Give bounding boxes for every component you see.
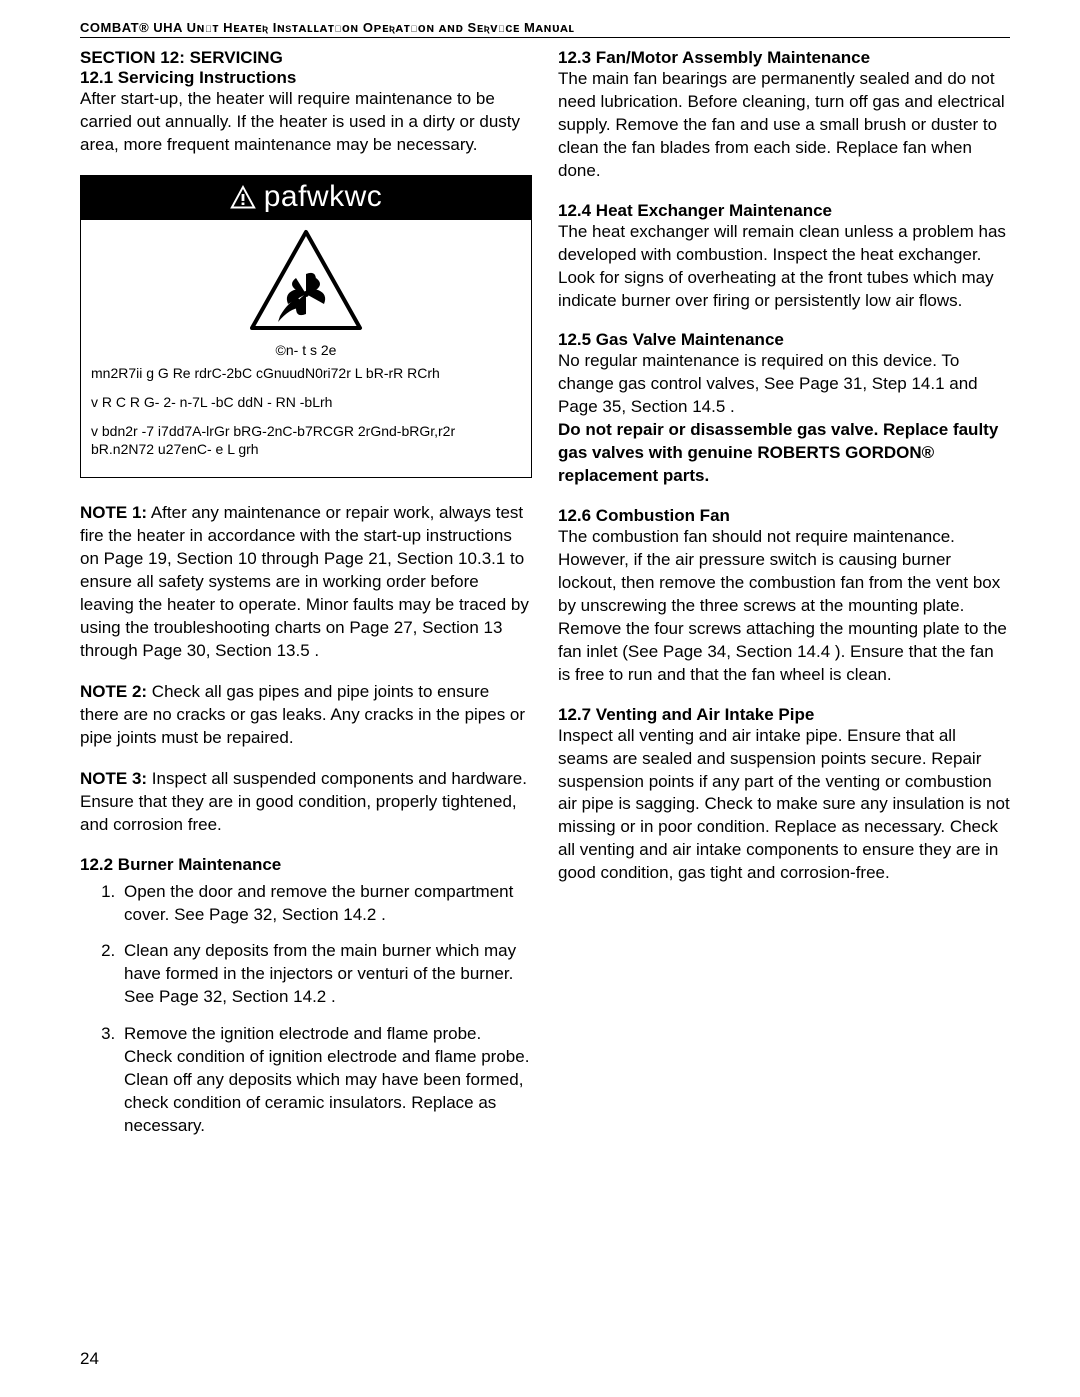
list-item: Open the door and remove the burner comp…: [120, 881, 532, 927]
list-item: Clean any deposits from the main burner …: [120, 940, 532, 1009]
warning-line-3: v bdn2r -7 i7dd7A-lrGr bRG-2nC-b7RCGR 2r…: [91, 422, 521, 460]
note-1-label: NOTE 1:: [80, 503, 147, 522]
warning-body: mn2R7ii g G Re rdrC-2bC cGnuudN0ri72r L …: [81, 364, 531, 478]
warning-header: pafwkwc: [81, 176, 531, 220]
subsection-12-4-title: 12.4 Heat Exchanger Maintenance: [558, 201, 1010, 221]
subsection-12-5-title: 12.5 Gas Valve Maintenance: [558, 330, 1010, 350]
subsection-12-7-title: 12.7 Venting and Air Intake Pipe: [558, 705, 1010, 725]
subsection-12-5-body: No regular maintenance is required on th…: [558, 350, 1010, 419]
note-1-body: After any maintenance or repair work, al…: [80, 503, 529, 660]
warning-caption: ©n- t s 2e: [81, 340, 531, 364]
list-item: Remove the ignition electrode and flame …: [120, 1023, 532, 1138]
warning-pictogram: [81, 220, 531, 340]
note-3-body: Inspect all suspended components and har…: [80, 769, 527, 834]
warning-box: pafwkwc: [80, 175, 532, 479]
subsection-12-6-title: 12.6 Combustion Fan: [558, 506, 1010, 526]
note-1: NOTE 1: After any maintenance or repair …: [80, 502, 532, 663]
note-3: NOTE 3: Inspect all suspended components…: [80, 768, 532, 837]
left-column: SECTION 12: SERVICING 12.1 Servicing Ins…: [80, 48, 532, 1152]
note-2-body: Check all gas pipes and pipe joints to e…: [80, 682, 525, 747]
note-2: NOTE 2: Check all gas pipes and pipe joi…: [80, 681, 532, 750]
burner-maintenance-list: Open the door and remove the burner comp…: [80, 881, 532, 1138]
subsection-12-5-bold: Do not repair or disassemble gas valve. …: [558, 419, 1010, 488]
section-12-title: SECTION 12: SERVICING: [80, 48, 532, 68]
subsection-12-6-body: The combustion fan should not require ma…: [558, 526, 1010, 687]
warning-line-2: v R C R G- 2- n-7L -bC ddN - RN -bLrh: [91, 393, 521, 412]
subsection-12-3-body: The main fan bearings are permanently se…: [558, 68, 1010, 183]
alert-triangle-icon: [230, 185, 256, 209]
right-column: 12.3 Fan/Motor Assembly Maintenance The …: [558, 48, 1010, 1152]
note-3-label: NOTE 3:: [80, 769, 147, 788]
subsection-12-2-title: 12.2 Burner Maintenance: [80, 855, 532, 875]
subsection-12-4-body: The heat exchanger will remain clean unl…: [558, 221, 1010, 313]
note-2-label: NOTE 2:: [80, 682, 147, 701]
fan-hazard-icon: [246, 228, 366, 333]
page-header: COMBAT® UHA Uɴɪᴛ Hᴇᴀᴛᴇʀ Iɴsᴛᴀʟʟᴀᴛɪᴏɴ Oᴘᴇ…: [80, 20, 1010, 38]
subsection-12-3-title: 12.3 Fan/Motor Assembly Maintenance: [558, 48, 1010, 68]
page-number: 24: [80, 1349, 99, 1369]
warning-label: pafwkwc: [264, 180, 383, 214]
subsection-12-1-title: 12.1 Servicing Instructions: [80, 68, 532, 88]
warning-line-1: mn2R7ii g G Re rdrC-2bC cGnuudN0ri72r L …: [91, 364, 521, 383]
subsection-12-1-body: After start-up, the heater will require …: [80, 88, 532, 157]
subsection-12-7-body: Inspect all venting and air intake pipe.…: [558, 725, 1010, 886]
